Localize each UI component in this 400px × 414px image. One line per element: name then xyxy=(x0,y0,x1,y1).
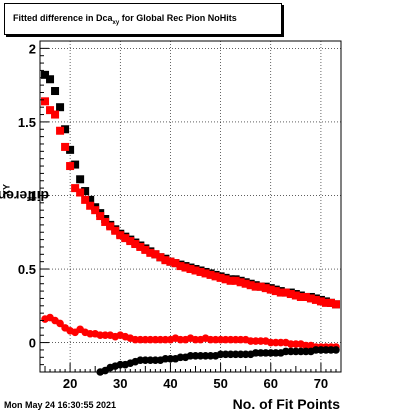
x-tick-label: 40 xyxy=(163,376,177,391)
data-point-square xyxy=(186,265,195,274)
data-point-square xyxy=(46,106,55,115)
y-tick-label: 1.5 xyxy=(18,115,36,130)
x-tick-label: 50 xyxy=(213,376,227,391)
data-point-square xyxy=(81,187,90,196)
data-point-square xyxy=(126,237,135,246)
data-point-square xyxy=(151,250,160,259)
data-points xyxy=(41,70,340,376)
data-point-square xyxy=(286,290,295,299)
data-point-square xyxy=(121,234,130,243)
data-point-square xyxy=(56,126,65,135)
data-point-square xyxy=(171,259,180,268)
data-point-square xyxy=(81,195,90,204)
data-point-square xyxy=(311,295,320,304)
data-point-square xyxy=(41,70,50,79)
data-point-circle xyxy=(332,346,340,354)
data-point-square xyxy=(236,278,245,287)
data-point-square xyxy=(316,297,325,306)
data-point-square xyxy=(241,279,250,288)
data-point-square xyxy=(116,231,125,240)
data-point-square xyxy=(221,275,230,284)
data-point-square xyxy=(76,188,85,197)
data-point-square xyxy=(96,212,105,221)
data-point-square xyxy=(176,262,185,271)
data-point-square xyxy=(41,97,50,106)
x-tick-label: 70 xyxy=(314,376,328,391)
x-tick-label: 20 xyxy=(63,376,77,391)
data-point-square xyxy=(141,245,150,254)
data-point-square xyxy=(101,217,110,226)
data-point-square xyxy=(61,142,70,151)
data-point-square xyxy=(201,269,210,278)
grid-lines xyxy=(40,41,341,372)
data-point-square xyxy=(146,248,155,257)
data-point-square xyxy=(51,110,60,119)
data-point-square xyxy=(131,240,140,249)
data-point-square xyxy=(46,75,55,84)
title-subscript: xy xyxy=(112,19,120,26)
series-4 xyxy=(96,346,340,376)
data-point-square xyxy=(321,298,330,307)
y-tick-label: 1 xyxy=(29,188,36,203)
x-tick-label: 30 xyxy=(113,376,127,391)
data-point-square xyxy=(271,287,280,296)
data-point-square xyxy=(86,195,95,204)
data-point-square xyxy=(226,276,235,285)
data-point-square xyxy=(56,103,65,112)
plot-frame xyxy=(39,40,342,373)
data-point-square xyxy=(326,298,335,307)
data-point-square xyxy=(91,206,100,215)
data-point-square xyxy=(51,87,60,96)
data-point-square xyxy=(281,288,290,297)
y-tick-label: 0.5 xyxy=(18,262,36,277)
data-point-square xyxy=(251,282,260,291)
data-point-square xyxy=(66,162,75,171)
data-point-square xyxy=(106,222,115,231)
y-tick-label: 2 xyxy=(29,41,36,56)
x-tick-label: 60 xyxy=(264,376,278,391)
data-point-square xyxy=(256,282,265,291)
data-point-square xyxy=(231,276,240,285)
series-3 xyxy=(41,313,340,351)
title-box: Fitted difference in Dcaxy for Global Re… xyxy=(4,3,282,35)
data-point-square xyxy=(306,294,315,303)
title-suffix: for Global Rec Pion NoHits xyxy=(119,13,237,23)
data-point-square xyxy=(61,125,70,134)
data-point-square xyxy=(161,256,170,265)
data-point-square xyxy=(331,300,340,309)
data-point-square xyxy=(156,253,165,262)
data-point-square xyxy=(266,285,275,294)
data-point-square xyxy=(111,226,120,235)
data-point-square xyxy=(71,184,80,193)
chart-title: Fitted difference in Dcaxy for Global Re… xyxy=(13,13,237,26)
data-point-square xyxy=(196,267,205,276)
data-point-square xyxy=(206,270,215,279)
title-prefix: Fitted difference in Dca xyxy=(13,13,113,23)
data-point-square xyxy=(211,272,220,281)
data-point-square xyxy=(301,292,310,301)
data-point-square xyxy=(276,288,285,297)
timestamp: Mon May 24 16:30:55 2021 xyxy=(4,400,117,410)
data-point-square xyxy=(86,201,95,210)
x-axis-label: No. of Fit Points xyxy=(232,396,340,412)
data-point-square xyxy=(246,281,255,290)
data-point-square xyxy=(71,160,80,169)
series-2 xyxy=(41,97,340,309)
data-point-square xyxy=(166,257,175,266)
data-point-square xyxy=(76,175,85,184)
data-point-square xyxy=(66,145,75,154)
data-point-square xyxy=(216,273,225,282)
data-point-square xyxy=(191,266,200,275)
data-point-square xyxy=(136,242,145,251)
y-axis-label-main: difference in Dca xyxy=(0,188,50,205)
y-tick-label: 0 xyxy=(29,336,36,351)
data-point-square xyxy=(296,292,305,301)
axes: 20 30 40 50 60 70 0 0.5 1 1.5 2 xyxy=(18,40,342,391)
data-point-square xyxy=(291,291,300,300)
data-point-circle xyxy=(56,319,64,328)
data-point-square xyxy=(261,284,270,293)
data-point-square xyxy=(181,263,190,272)
